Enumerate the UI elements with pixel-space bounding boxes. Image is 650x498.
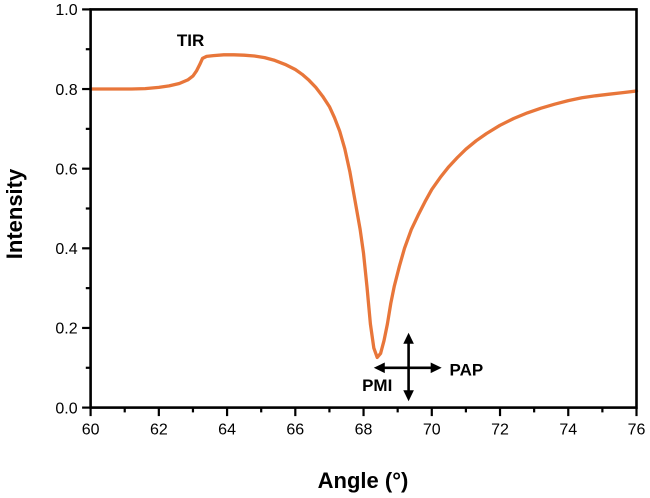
pmi-annotation: PMI [362,376,392,395]
tir-annotation: TIR [177,31,204,50]
arrowhead-up [403,332,414,344]
axis-ticks [82,8,638,417]
y-axis-title: Intensity [2,168,27,259]
x-tick-label: 70 [423,422,441,439]
x-axis-title: Angle (°) [318,468,409,493]
plot-border [89,8,638,409]
y-tick-label: 0.4 [55,241,77,258]
x-tick-label: 60 [82,422,100,439]
arrowhead-right [430,362,442,374]
pap-horizontal-double-arrow [373,362,442,374]
x-tick-label: 74 [559,422,577,439]
chart-generated-layer: 60 62 64 66 68 70 72 74 76 0.0 0.2 0.4 0.6 0.8 1.0 [55,2,645,438]
x-tick-label: 76 [628,422,646,439]
x-tick-label: 64 [218,422,236,439]
x-tick-label: 66 [286,422,304,439]
x-tick-label: 62 [150,422,168,439]
y-tick-label: 1.0 [55,2,77,19]
intensity-curve [88,53,639,360]
y-tick-label: 0.6 [55,161,77,178]
x-tick-label: 72 [491,422,509,439]
arrowhead-left [373,362,385,374]
x-tick-label: 68 [355,422,373,439]
y-tick-label: 0.0 [55,400,77,417]
y-tick-label: 0.8 [55,82,77,99]
arrowhead-down [403,390,414,402]
y-tick-label: 0.2 [55,321,77,338]
pap-annotation: PAP [450,361,484,380]
